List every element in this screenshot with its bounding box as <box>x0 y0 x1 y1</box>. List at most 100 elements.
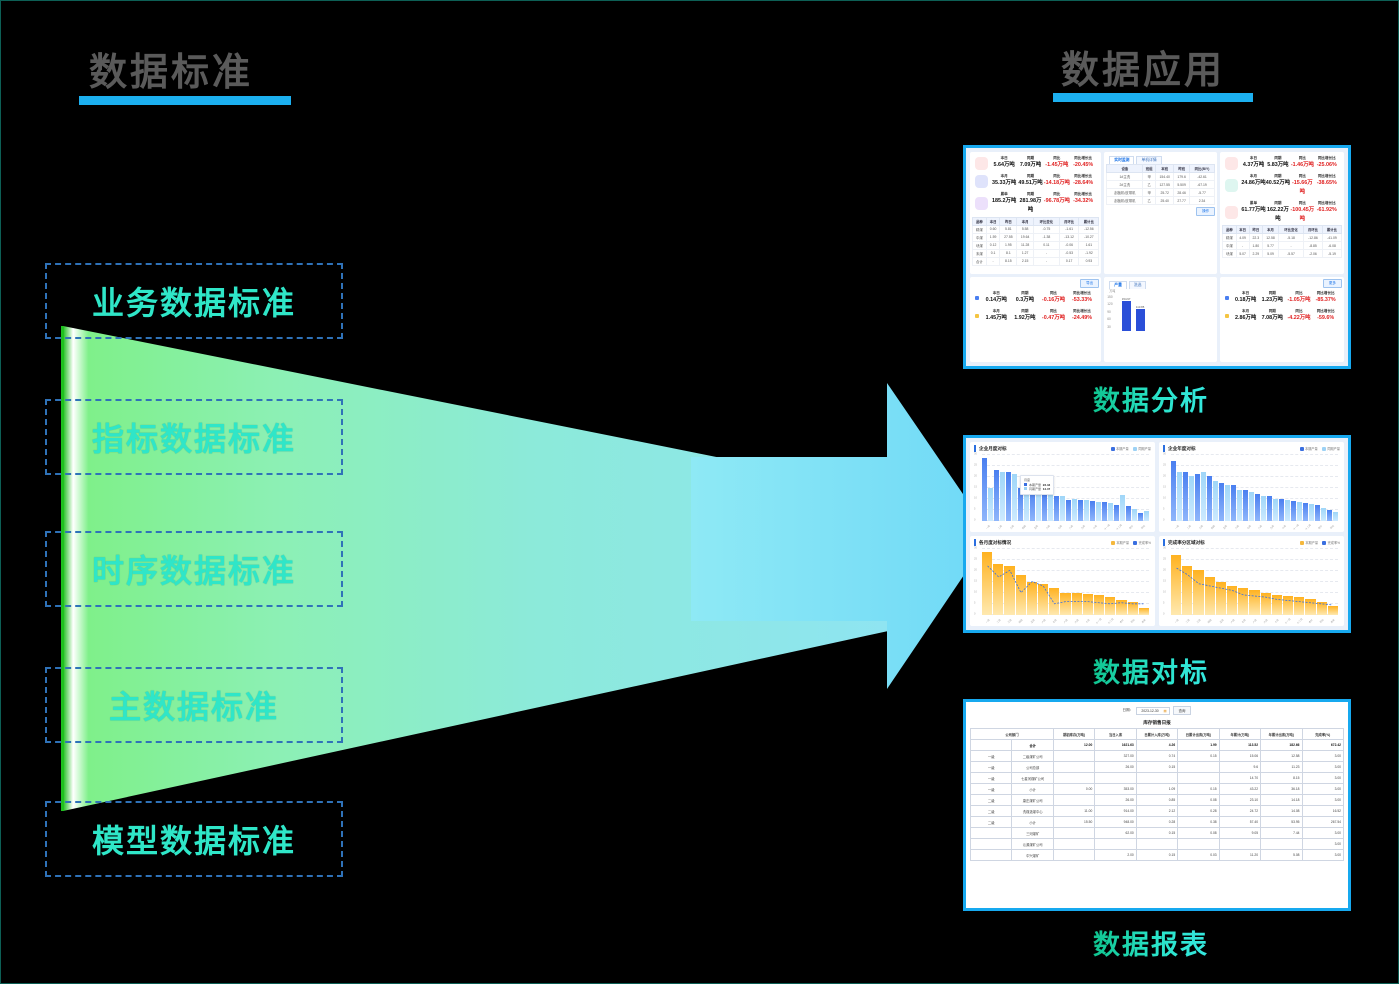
standard-box-indicator[interactable]: 指标数据标准 <box>45 399 343 475</box>
row-name: 七星河煤矿公司 <box>1011 772 1054 784</box>
bar-series-1 <box>1015 574 1026 615</box>
bar-series-2 <box>1047 491 1053 521</box>
export-button[interactable]: 导出 <box>1080 278 1100 288</box>
kpi-value: -1.46万吨 <box>1290 162 1314 169</box>
kpi-cell: 同比增长比 -25.06% <box>1315 156 1339 170</box>
kpi-cell: 同期 0.3万吨 <box>1011 291 1040 305</box>
kpi-value: 1.45万吨 <box>985 315 1007 322</box>
row-name: 中兴煤矿 <box>1011 849 1054 861</box>
standard-label: 指标数据标准 <box>91 421 296 457</box>
bar-series-2 <box>1248 491 1254 521</box>
row-name: 小计 <box>1011 816 1054 828</box>
table-cell: 中煤 <box>972 232 987 242</box>
bar-group <box>1227 548 1238 615</box>
app-card-report[interactable]: 日期： 2023-12-30 ▦ 查询 库存销售日报 公司部门 期初库存(万吨) 当… <box>963 699 1351 911</box>
table-cell: 154.40 <box>1154 172 1175 181</box>
bar-group <box>1327 454 1338 521</box>
x-axis-labels: 一月 二月 三月 四月 五月 六月 七月 八月 九月 十月 十一月 十二月 合计 平均 <box>982 524 1149 531</box>
column-header: 本班 <box>1154 164 1175 173</box>
x-tick-label: 二月 <box>1185 618 1191 625</box>
bar-series-2 <box>1023 489 1029 521</box>
x-tick-label: 五月 <box>1029 618 1036 625</box>
bar-series-1 <box>1204 577 1215 615</box>
table-cell: -12.56 <box>1078 224 1100 234</box>
table-cell: 11.23 <box>1260 761 1303 773</box>
table-cell <box>1052 838 1096 850</box>
kpi-label: 同比 <box>1053 156 1061 160</box>
kpi-label: 同比增长比 <box>1073 290 1091 295</box>
ytick: 150 <box>1107 294 1113 299</box>
kpi-label: 同比增长比 <box>1317 156 1336 160</box>
report-filter[interactable]: 日期： 2023-12-30 ▦ 查询 <box>970 705 1344 718</box>
table-cell: -1.38 <box>1033 232 1060 242</box>
bar-series-2 <box>1224 485 1230 521</box>
table-cell: 0.15 <box>1135 761 1179 773</box>
table-row: 精煤 0.60 5.81 5.58 -0.75 -1.61 -12.56 <box>972 224 1100 234</box>
standard-box-business[interactable]: 业务数据标准 <box>45 263 343 339</box>
legend: 本期产量 同期产量 <box>1300 446 1340 451</box>
table-cell: 5.81 <box>999 224 1018 234</box>
row-group <box>969 739 1013 751</box>
tab-washing[interactable]: 洗选 <box>1128 280 1147 289</box>
tab-device[interactable]: 单机详情 <box>1136 156 1162 164</box>
chart3-icon <box>1225 205 1239 219</box>
app-card-analysis[interactable]: 本日 5.64万吨 同期 7.09万吨 同比 -1.45万吨 同比增长比 -20.45% 本月 3… <box>963 145 1351 369</box>
row-group: 二级 <box>969 794 1013 806</box>
kpi-value: -100.45万吨 <box>1290 207 1315 222</box>
kpi-label: 同期 <box>1274 156 1282 160</box>
table-cell: 0.74 <box>1135 750 1179 762</box>
table-cell: 5.509 <box>1173 180 1190 189</box>
kpi-cell: 本月 1.45万吨 <box>982 309 1011 323</box>
tab-realtime[interactable]: 实时监测 <box>1109 156 1135 164</box>
bar-series-2 <box>1320 507 1326 521</box>
chart-icon <box>1225 156 1239 170</box>
bars-container <box>1171 454 1338 521</box>
detail-tabs[interactable]: 实时监测 单机详情 <box>1106 154 1215 164</box>
table-cell: 0.85 <box>1135 794 1179 806</box>
chart-tooltip: 月度 本期产量 23.43 同期产量 14.47 <box>1020 475 1055 495</box>
bar-group <box>1182 548 1193 615</box>
calendar-icon[interactable]: ▦ <box>1163 708 1167 713</box>
x-tick-label: 七月 <box>1246 524 1252 531</box>
kpi-cell: 同比增长比 -59.6% <box>1312 309 1339 323</box>
standard-box-timeseries[interactable]: 时序数据标准 <box>45 531 343 607</box>
bar-series-2 <box>1119 495 1125 521</box>
x-tick-label: 八月 <box>1069 524 1075 531</box>
query-button[interactable]: 查询 <box>1172 706 1192 715</box>
table-cell: 62.00 <box>1094 827 1137 839</box>
bar-series-1 <box>1049 588 1060 615</box>
app-card-benchmark[interactable]: 企业月度对标 本期产量 同期产量 30 25 20 15 10 5 0 一月 二月 三月 四月 五月 六月 七月… <box>963 435 1351 633</box>
column-header: 昨日 <box>999 216 1018 226</box>
table-cell: -5.77 <box>1188 188 1216 197</box>
kpi-label: 同比增长比 <box>1316 290 1335 295</box>
plot-area: 30 25 20 15 10 5 0 一月 二月 三月 四月 五月 六月 七月 八月 九月 十月 十一月 十二月 合计… <box>1163 453 1340 531</box>
column-header: 年累计(万吨) <box>1218 728 1262 740</box>
tab-output[interactable]: 产量 <box>1109 280 1127 289</box>
kpi-cell: 同比 -100.45万吨 <box>1290 201 1315 224</box>
kpi-label: 同期 <box>1026 174 1035 179</box>
legend-item: 完成率% <box>1133 540 1151 545</box>
kpi-value: 162.22万吨 <box>1266 207 1289 222</box>
standard-box-master[interactable]: 主数据标准 <box>45 667 343 743</box>
bar-series-1 <box>1138 608 1150 615</box>
kpi-value: -38.65% <box>1316 180 1337 187</box>
table-cell: 11.20 <box>1218 849 1262 861</box>
bar-series-2 <box>1332 512 1338 521</box>
column-header: 公司部门 <box>970 728 1054 740</box>
benchmark-panel: 各月度对标情况 本期产量 完成率% 30 25 20 15 10 5 0 一月 二月 三月 四月 五月 六月七… <box>970 536 1155 626</box>
standard-box-model[interactable]: 模型数据标准 <box>45 801 343 877</box>
more-button[interactable]: 更多 <box>1322 278 1343 288</box>
detail-panel: 实时监测 单机详情 设备 班组 本班 昨班 同比(B/Y) 1#主洗甲 154.40 179.… <box>1104 152 1218 274</box>
table-cell: 块煤 <box>972 240 987 250</box>
table-cell: 27.55 <box>999 232 1018 242</box>
gridline <box>982 509 1149 510</box>
table-cell <box>1135 838 1179 850</box>
date-input[interactable]: 2023-12-30 ▦ <box>1136 706 1170 715</box>
table-cell: 乙 <box>1142 196 1156 205</box>
caption-benchmark: 数据对标 <box>1093 651 1209 690</box>
bar <box>1135 308 1145 331</box>
action-button[interactable]: 操作 <box>1196 207 1216 216</box>
table-cell: 0.17 <box>1058 256 1080 266</box>
x-tick-label: 八月 <box>1258 524 1264 531</box>
bar-tabs[interactable]: 产量 洗选 <box>1106 279 1215 289</box>
